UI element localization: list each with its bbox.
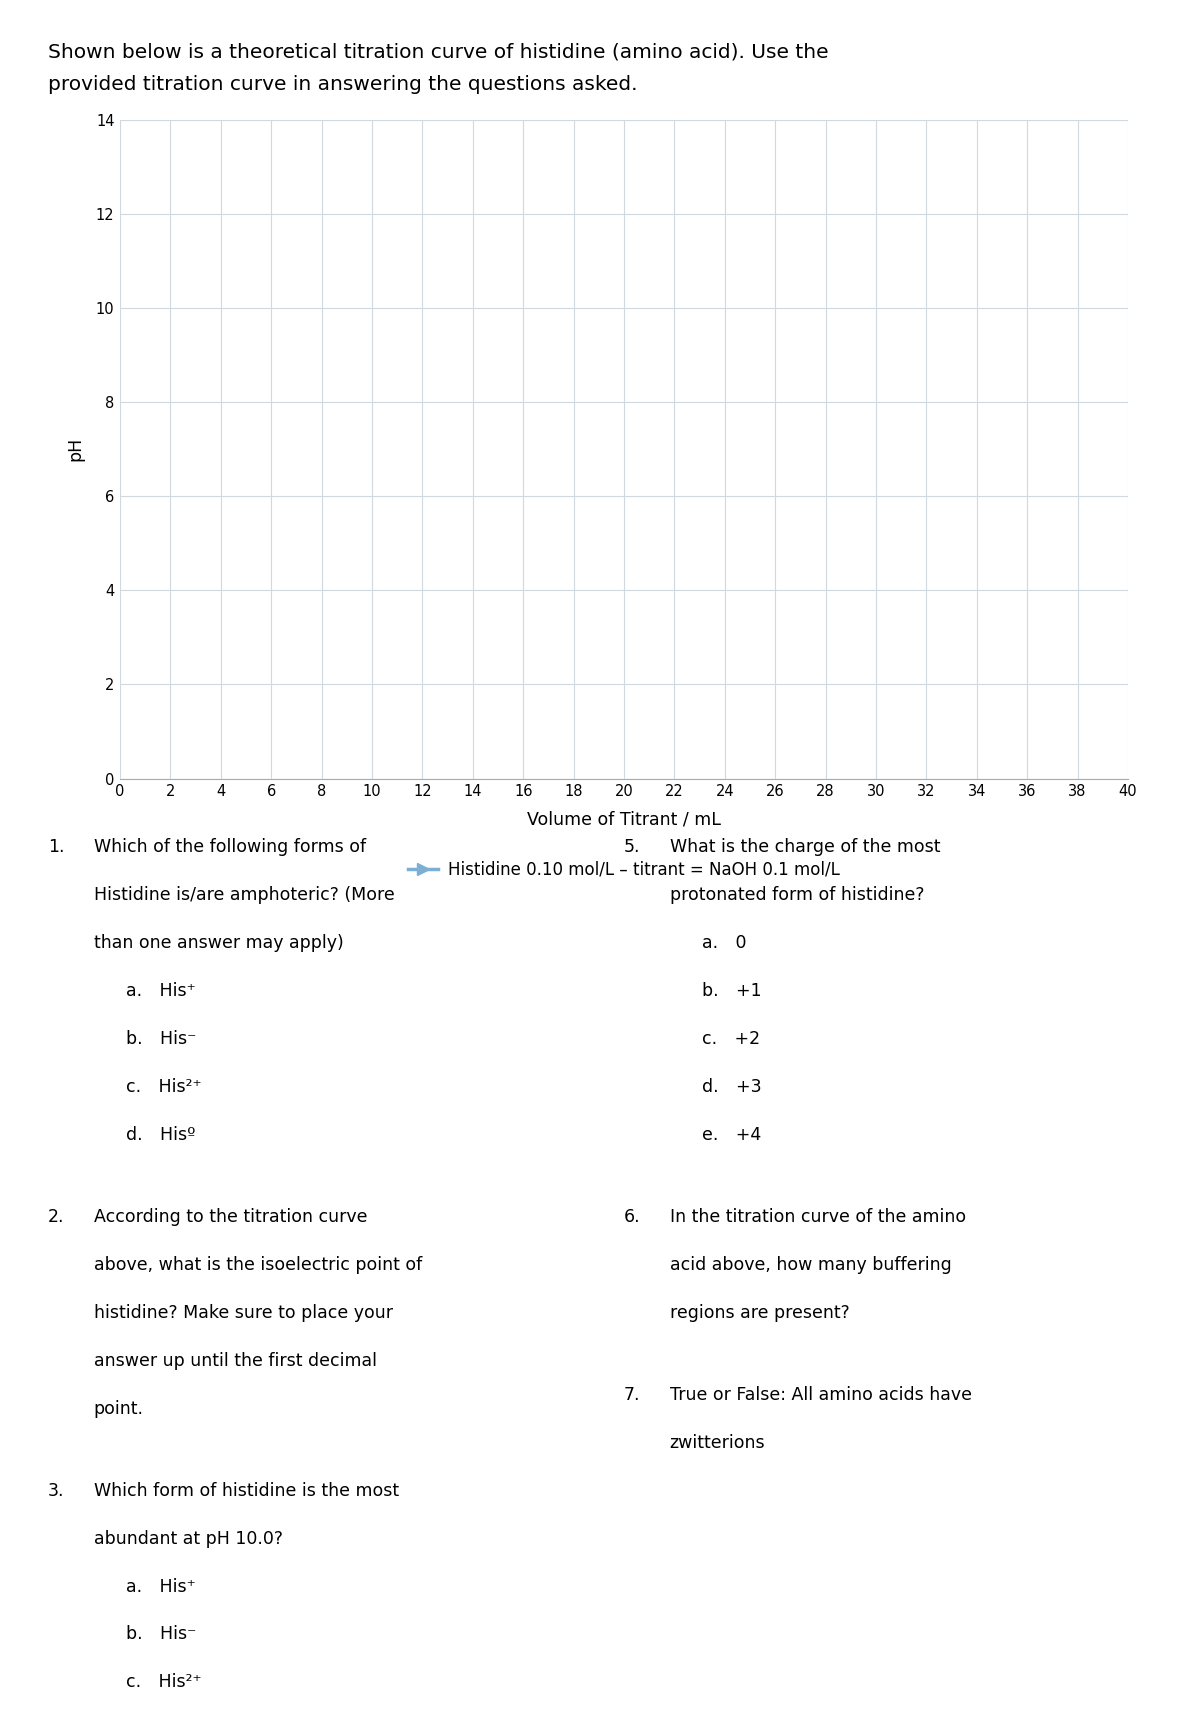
Text: 1.: 1. [48,838,65,857]
Text: 6.: 6. [624,1208,641,1227]
Text: Which form of histidine is the most: Which form of histidine is the most [94,1482,398,1501]
Text: b. His⁻: b. His⁻ [126,1030,197,1049]
Text: c. His²⁺: c. His²⁺ [126,1078,202,1097]
Text: c. +2: c. +2 [702,1030,760,1049]
Text: What is the charge of the most: What is the charge of the most [670,838,940,857]
X-axis label: Volume of Titrant / mL: Volume of Titrant / mL [527,811,721,828]
Text: answer up until the first decimal: answer up until the first decimal [94,1352,377,1371]
Text: histidine? Make sure to place your: histidine? Make sure to place your [94,1304,392,1323]
Text: e. +4: e. +4 [702,1126,761,1145]
Text: acid above, how many buffering: acid above, how many buffering [670,1256,952,1275]
Text: 7.: 7. [624,1386,641,1405]
Text: Which of the following forms of: Which of the following forms of [94,838,366,857]
Text: regions are present?: regions are present? [670,1304,850,1323]
Text: Histidine is/are amphoteric? (More: Histidine is/are amphoteric? (More [94,886,395,905]
Text: abundant at pH 10.0?: abundant at pH 10.0? [94,1530,283,1548]
Text: c. His²⁺: c. His²⁺ [126,1673,202,1692]
Text: point.: point. [94,1400,144,1418]
Legend: Histidine 0.10 mol/L – titrant = NaOH 0.1 mol/L: Histidine 0.10 mol/L – titrant = NaOH 0.… [401,854,847,886]
Text: d. Hisº: d. Hisº [126,1126,196,1145]
Text: zwitterions: zwitterions [670,1434,766,1453]
Text: Shown below is a theoretical titration curve of histidine (amino acid). Use the: Shown below is a theoretical titration c… [48,43,829,62]
Text: 2.: 2. [48,1208,65,1227]
Text: a. 0: a. 0 [702,934,746,953]
Text: a. His⁺: a. His⁺ [126,1578,196,1596]
Y-axis label: pH: pH [67,436,85,462]
Text: According to the titration curve: According to the titration curve [94,1208,367,1227]
Text: than one answer may apply): than one answer may apply) [94,934,343,953]
Text: provided titration curve in answering the questions asked.: provided titration curve in answering th… [48,75,637,94]
Text: b. +1: b. +1 [702,982,762,1001]
Text: above, what is the isoelectric point of: above, what is the isoelectric point of [94,1256,422,1275]
Text: True or False: All amino acids have: True or False: All amino acids have [670,1386,972,1405]
Text: b. His⁻: b. His⁻ [126,1625,197,1644]
Text: a. His⁺: a. His⁺ [126,982,196,1001]
Text: 5.: 5. [624,838,641,857]
Text: 3.: 3. [48,1482,65,1501]
Text: In the titration curve of the amino: In the titration curve of the amino [670,1208,966,1227]
Text: d. +3: d. +3 [702,1078,762,1097]
Text: protonated form of histidine?: protonated form of histidine? [670,886,924,905]
